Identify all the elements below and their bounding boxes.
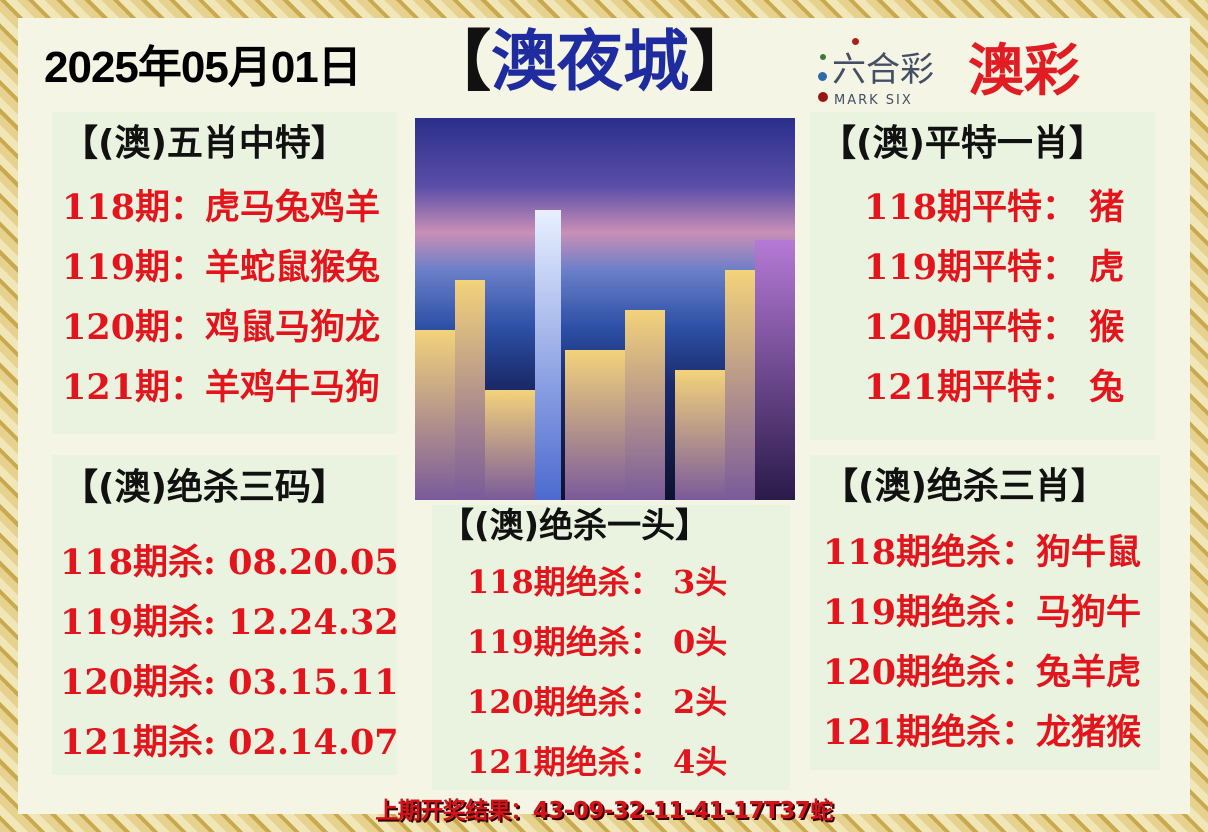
panel-kill-three-zodiac <box>810 455 1160 770</box>
list-item: 119期平特： 虎 <box>864 247 1125 288</box>
list-item: 119期绝杀： 0头 <box>467 623 728 661</box>
panel-kill-three-codes <box>52 455 397 775</box>
list-item: 118期：虎马兔鸡羊 <box>62 187 381 228</box>
panel-title: 【(澳)绝杀三肖】 <box>822 466 1107 507</box>
panel-five-zodiac <box>52 112 397 434</box>
title-text: 澳夜城 <box>491 23 689 100</box>
list-item: 119期绝杀：马狗牛 <box>823 592 1142 633</box>
panel-title: 【(澳)平特一肖】 <box>820 123 1105 164</box>
list-item: 121期平特： 兔 <box>864 367 1125 408</box>
list-item: 121期绝杀： 4头 <box>467 743 728 781</box>
panel-title: 【(澳)五肖中特】 <box>62 123 347 164</box>
title-bracket-close: 】 <box>689 23 755 100</box>
list-item: 118期杀: 08.20.05 <box>60 542 399 583</box>
mark-six-logo: 六合彩 MARK SIX <box>812 38 962 108</box>
panel-title: 【(澳)绝杀一头】 <box>440 506 710 546</box>
list-item: 119期杀: 12.24.32 <box>60 602 399 643</box>
city-night-photo <box>415 118 795 500</box>
list-item: 118期绝杀： 3头 <box>467 563 728 601</box>
list-item: 120期绝杀：兔羊虎 <box>823 652 1142 693</box>
logo-chinese: 六合彩 <box>832 50 934 90</box>
list-item: 118期绝杀：狗牛鼠 <box>823 532 1142 573</box>
list-item: 119期：羊蛇鼠猴兔 <box>62 247 381 288</box>
list-item: 120期杀: 03.15.11 <box>60 662 399 703</box>
list-item: 120期绝杀： 2头 <box>467 683 728 721</box>
list-item: 121期：羊鸡牛马狗 <box>62 367 381 408</box>
logo-english: MARK SIX <box>834 93 913 108</box>
page-title: 【澳夜城】 <box>425 22 755 101</box>
title-bracket-open: 【 <box>425 23 491 100</box>
list-item: 120期：鸡鼠马狗龙 <box>62 307 381 348</box>
list-item: 120期平特： 猴 <box>864 307 1125 348</box>
panel-flat-zodiac <box>810 112 1155 440</box>
panel-kill-head <box>432 505 790 790</box>
date: 2025年05月01日 <box>44 43 362 92</box>
list-item: 121期绝杀：龙猪猴 <box>823 712 1142 753</box>
brand-label: 澳彩 <box>968 39 1080 104</box>
last-draw-result: 上期开奖结果：43-09-32-11-41-17T37蛇 <box>375 798 833 824</box>
panel-title: 【(澳)绝杀三码】 <box>62 467 347 508</box>
list-item: 121期杀: 02.14.07 <box>60 722 399 763</box>
list-item: 118期平特： 猪 <box>864 187 1125 228</box>
